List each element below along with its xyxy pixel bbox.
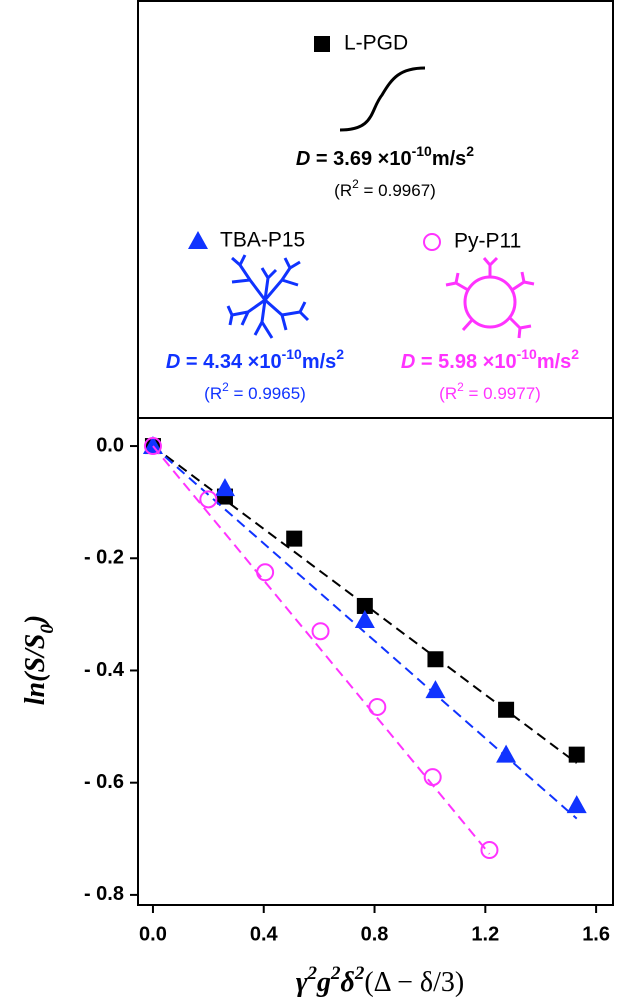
x-label-part: (Δ − δ/3) [364, 967, 464, 998]
y-axis-label: ln(S/S0) [20, 615, 57, 705]
r2-part: (R [334, 181, 352, 200]
data-point [423, 768, 442, 787]
legend-label: TBA-P15 [220, 229, 305, 252]
x-tick-label: 0.4 [250, 923, 279, 945]
diffusion-text: D = 4.34 ×10-10m/s2 [166, 346, 344, 374]
legend-marker [423, 233, 441, 251]
data-point [425, 680, 446, 699]
y-tick-label: - 0.2 [84, 547, 124, 569]
x-label-part: 2 [354, 963, 365, 984]
sigmoid-icon [339, 66, 426, 132]
data-point [496, 744, 517, 763]
data-point [480, 841, 499, 860]
legend-marker [188, 231, 208, 249]
data-point [568, 746, 585, 763]
r2-part: 2 [222, 380, 229, 394]
fit-line [152, 445, 491, 855]
r2-part: = 0.9977) [464, 384, 541, 403]
y-tick-label: - 0.8 [84, 883, 124, 905]
diffusion-part: = 5.98 ×10 [415, 351, 516, 373]
r2-part: 2 [352, 177, 359, 191]
diffusion-part: = 4.34 ×10 [180, 351, 281, 373]
x-tick-label: 0.0 [139, 923, 167, 945]
diffusion-part: -10 [412, 143, 432, 159]
diffusion-text: D = 3.69 ×10-10m/s2 [296, 143, 474, 171]
x-tick-label: 1.6 [582, 923, 610, 945]
data-point [354, 609, 375, 628]
data-point [199, 490, 218, 509]
diffusion-part: D [296, 148, 310, 170]
diffusion-part: m/s [537, 351, 571, 373]
ring-icon [445, 256, 535, 339]
diffusion-part: m/s [432, 148, 466, 170]
y-tick-label: - 0.4 [84, 659, 125, 681]
legend-marker [314, 36, 330, 52]
r2-text: (R2 = 0.9967) [334, 177, 436, 200]
diffusion-part: m/s [302, 351, 336, 373]
r2-text: (R2 = 0.9977) [439, 380, 541, 403]
x-label-part: γ [296, 967, 308, 998]
legend-label: L-PGD [344, 32, 408, 55]
r2-part: = 0.9967) [359, 181, 436, 200]
data-point [498, 701, 515, 718]
data-point [356, 597, 373, 614]
diffusion-part: -10 [517, 346, 537, 362]
data-point [427, 651, 444, 668]
data-point [311, 622, 330, 641]
data-point [286, 530, 303, 547]
data-point [142, 436, 163, 455]
diffusion-text: D = 5.98 ×10-10m/s2 [401, 346, 579, 374]
legend-label: Py-P11 [454, 230, 521, 253]
data-point [143, 437, 162, 456]
y-tick-label: 0.0 [96, 434, 124, 456]
diffusion-part: -10 [282, 346, 302, 362]
data-point [566, 795, 587, 814]
data-point [214, 478, 235, 497]
r2-part: = 0.9965) [229, 384, 306, 403]
r2-part: (R [204, 384, 222, 403]
y-label-part: ) [20, 615, 51, 627]
diffusion-part: D [401, 351, 415, 373]
diffusion-part: 2 [571, 346, 579, 362]
x-label-part: 2 [306, 963, 317, 984]
x-tick-label: 0.8 [361, 923, 389, 945]
x-label-part: δ [340, 967, 354, 998]
x-label-part: g [316, 967, 331, 998]
dendrimer-icon [226, 254, 310, 339]
x-tick-label: 1.2 [471, 923, 499, 945]
r2-part: (R [439, 384, 457, 403]
diffusion-part: 2 [466, 143, 474, 159]
diffusion-part: 2 [336, 346, 344, 362]
y-label-part: 0 [37, 624, 58, 634]
x-axis-label: γ2g2δ2(Δ − δ/3) [296, 963, 464, 999]
r2-text: (R2 = 0.9965) [204, 380, 306, 403]
r2-part: 2 [457, 380, 464, 394]
y-tick-label: - 0.6 [84, 771, 124, 793]
diffusion-part: D [166, 351, 180, 373]
x-label-part: 2 [330, 963, 341, 984]
data-point [256, 563, 275, 582]
diffusion-part: = 3.69 ×10 [310, 148, 411, 170]
y-label-part: ln(S/S [20, 634, 51, 706]
data-point [368, 697, 387, 716]
frame [137, 0, 614, 906]
